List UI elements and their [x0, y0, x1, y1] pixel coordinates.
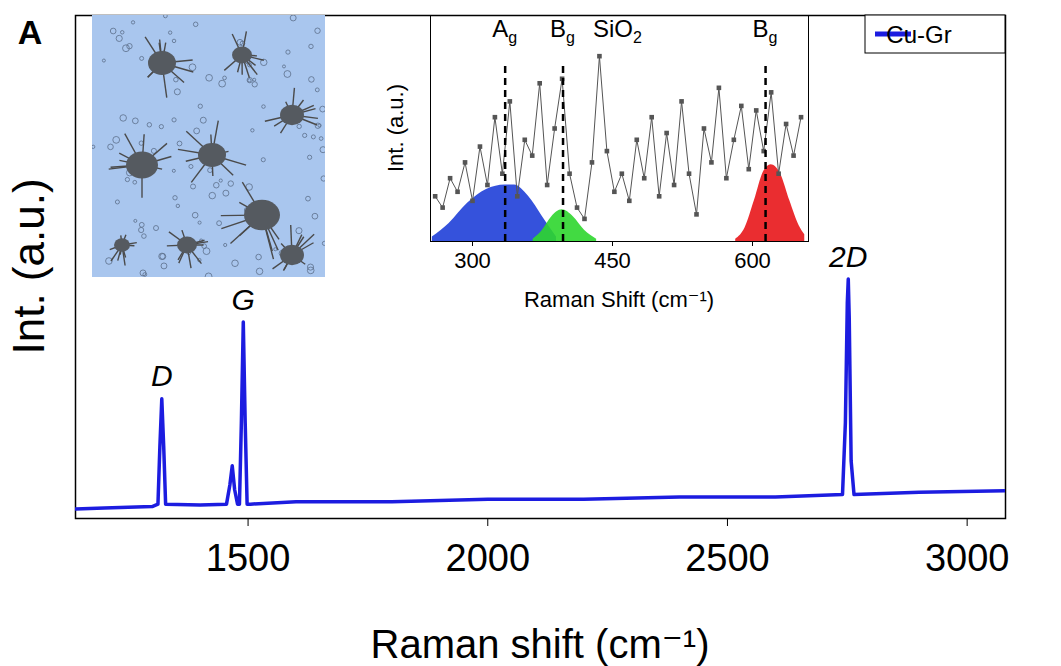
svg-text:Bg: Bg — [753, 15, 778, 46]
svg-text:3000: 3000 — [925, 537, 1010, 579]
svg-text:2500: 2500 — [685, 537, 770, 579]
svg-text:2000: 2000 — [445, 537, 530, 579]
svg-text:Int. (a.u.): Int. (a.u.) — [383, 84, 408, 172]
svg-text:Ag: Ag — [492, 15, 517, 46]
svg-text:Bg: Bg — [550, 15, 575, 46]
svg-text:300: 300 — [454, 248, 491, 273]
svg-text:Raman shift (cm⁻¹): Raman shift (cm⁻¹) — [371, 622, 710, 666]
svg-text:Int. (a.u.): Int. (a.u.) — [4, 178, 53, 354]
svg-text:2D: 2D — [828, 240, 867, 273]
svg-text:Cu-Gr: Cu-Gr — [886, 21, 951, 48]
svg-text:G: G — [232, 283, 255, 316]
svg-text:1500: 1500 — [206, 537, 291, 579]
svg-text:450: 450 — [594, 248, 631, 273]
svg-text:Raman Shift (cm⁻¹): Raman Shift (cm⁻¹) — [524, 287, 714, 312]
svg-text:A: A — [18, 13, 43, 51]
svg-text:SiO2: SiO2 — [593, 15, 642, 46]
svg-text:600: 600 — [734, 248, 771, 273]
svg-text:D: D — [151, 359, 173, 392]
